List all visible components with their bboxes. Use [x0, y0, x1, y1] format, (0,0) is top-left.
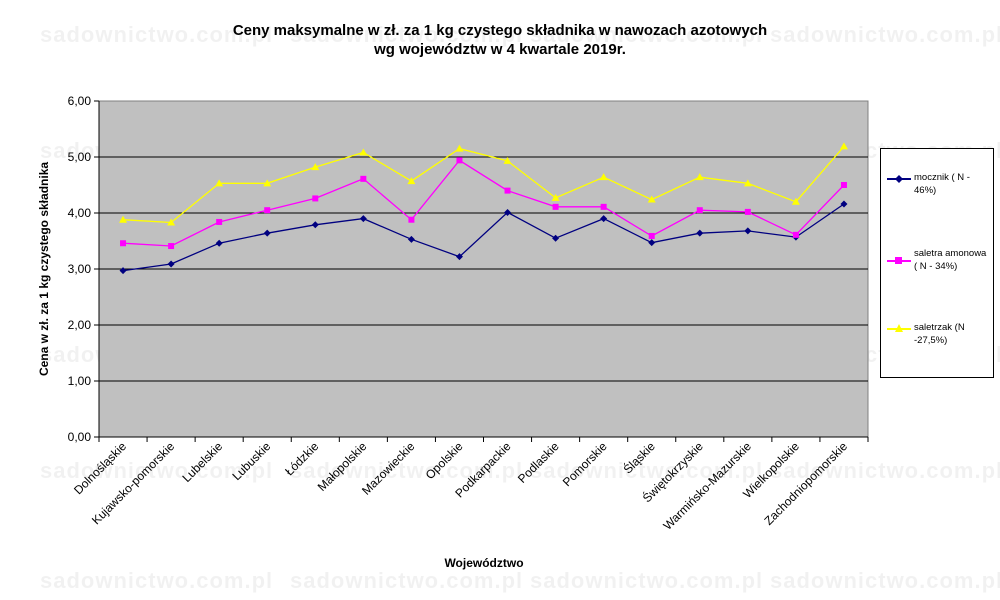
watermark-text: sadownictwo.com.pl: [770, 22, 1000, 47]
data-point: [840, 200, 848, 208]
y-tick-label: 3,00: [68, 262, 92, 276]
series-2: [119, 142, 848, 226]
data-point: [119, 267, 127, 275]
data-point: [647, 195, 656, 203]
legend-label: saletrzak (N -27,5%): [914, 322, 965, 346]
data-point: [552, 234, 560, 242]
data-point: [503, 156, 512, 164]
data-point: [407, 177, 416, 185]
y-tick-label: 2,00: [68, 318, 92, 332]
diamond-marker-icon: [895, 175, 903, 183]
data-point: [648, 239, 656, 247]
watermark-text: sadownictwo.com.pl: [40, 22, 274, 47]
chart-title-line1: Ceny maksymalne w zł. za 1 kg czystego s…: [232, 22, 768, 39]
x-tick-label: Podlaskie: [515, 439, 562, 486]
data-point: [696, 229, 704, 237]
data-point: [263, 179, 272, 187]
y-axis-label: Cena w zł. za 1 kg czystego składnika: [37, 162, 51, 376]
data-point: [599, 173, 608, 181]
data-point: [312, 195, 319, 202]
series-line: [122, 203, 845, 272]
watermark-text: sadownictwo.com.pl: [770, 568, 1000, 593]
y-tick-label: 4,00: [68, 206, 92, 220]
data-point: [600, 215, 608, 223]
x-tick-label: Łódzkie: [282, 439, 321, 478]
data-point: [552, 203, 559, 210]
data-point: [215, 179, 224, 187]
data-point: [743, 179, 752, 187]
x-tick-label: Lubuskie: [229, 439, 273, 483]
watermark-text: sadownictwo.com.pl: [290, 22, 524, 47]
watermark-text: sadownictwo.com.pl: [290, 458, 524, 483]
legend-label: saletra amonowa ( N - 34%): [914, 248, 987, 272]
x-tick-label: Śląskie: [620, 438, 658, 476]
x-tick-label: Lubelskie: [180, 439, 226, 485]
x-tick-label: Kujawsko-pomorskie: [89, 439, 177, 527]
x-tick-label: Warmińsko-Mazurskie: [660, 439, 754, 533]
data-point: [168, 243, 175, 250]
watermark-text: sadownictwo.com.pl: [290, 568, 524, 593]
y-tick-label: 0,00: [68, 430, 92, 444]
series-1: [120, 157, 847, 250]
data-point: [215, 239, 223, 247]
data-point: [119, 215, 128, 223]
data-point: [696, 207, 703, 214]
data-point: [408, 216, 415, 223]
y-tick-label: 1,00: [68, 374, 92, 388]
square-marker-icon: [895, 257, 902, 264]
watermark-text: sadownictwo.com.pl: [530, 22, 764, 47]
triangle-marker-icon: [895, 324, 903, 332]
data-point: [744, 227, 752, 235]
data-point: [791, 197, 800, 205]
data-point: [792, 231, 799, 238]
data-point: [456, 157, 463, 164]
series-line: [122, 145, 845, 224]
data-point: [600, 203, 607, 210]
y-tick-label: 5,00: [68, 150, 92, 164]
data-point: [360, 175, 367, 182]
watermark-text: sadownictwo.com.pl: [530, 458, 764, 483]
x-axis-label: Województwo: [444, 556, 523, 570]
data-point: [839, 142, 848, 150]
data-point: [359, 148, 368, 156]
data-point: [551, 193, 560, 201]
x-tick-label: Zachodniopomorskie: [761, 439, 850, 528]
data-point: [407, 235, 415, 243]
chart-legend: mocznik ( N - 46%) saletra amonowa ( N -…: [880, 148, 994, 378]
data-point: [455, 144, 464, 152]
legend-label: mocznik ( N - 46%): [914, 172, 970, 196]
data-point: [359, 215, 367, 223]
data-point: [311, 163, 320, 171]
data-point: [695, 173, 704, 181]
watermark-text: sadownictwo.com.pl: [770, 458, 1000, 483]
watermark-text: sadownictwo.com.pl: [530, 568, 764, 593]
watermark-text: sadownictwo.com.pl: [40, 568, 274, 593]
y-tick-label: 6,00: [68, 94, 92, 108]
data-point: [455, 253, 463, 261]
data-point: [744, 208, 751, 215]
x-tick-label: Pomorskie: [560, 439, 610, 489]
data-point: [120, 240, 127, 247]
watermark-text: sadownictwo.com.pl: [40, 458, 274, 483]
x-tick-label: Opolskie: [423, 439, 466, 482]
data-point: [648, 232, 655, 239]
data-point: [504, 208, 512, 216]
data-point: [311, 221, 319, 229]
data-point: [167, 260, 175, 268]
data-point: [216, 218, 223, 225]
chart-title-line2: wg województw w 4 kwartale 2019r.: [374, 41, 626, 58]
series-line: [122, 159, 845, 247]
series-0: [119, 200, 848, 275]
data-point: [840, 182, 847, 188]
data-point: [263, 229, 271, 237]
data-point: [504, 187, 511, 194]
data-point: [167, 218, 176, 226]
data-point: [264, 207, 271, 214]
